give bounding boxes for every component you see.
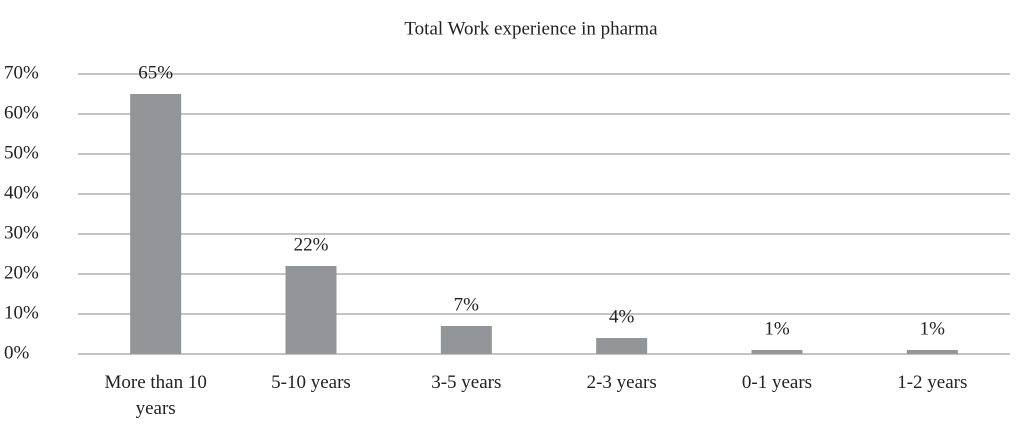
bar — [596, 338, 648, 354]
y-tick-label: 60% — [4, 102, 39, 123]
data-label: 7% — [454, 294, 480, 315]
bar — [751, 350, 803, 354]
y-tick-label: 40% — [4, 182, 39, 203]
x-tick-label-box: 3-5 years — [431, 372, 502, 393]
x-tick-label: 0-1 years — [741, 372, 813, 393]
x-tick-label-box: 1-2 years — [897, 372, 968, 393]
y-tick-label: 30% — [4, 222, 39, 243]
bar — [440, 326, 492, 354]
bar — [906, 350, 958, 354]
y-tick-label: 20% — [4, 262, 39, 283]
data-label: 65% — [138, 62, 173, 83]
data-label: 1% — [920, 318, 946, 339]
x-tick-label-box: 0-1 years — [741, 372, 813, 393]
x-tick-label: 1-2 years — [897, 372, 968, 393]
x-tick-label: More than 10 years — [104, 372, 207, 419]
data-label: 1% — [764, 318, 790, 339]
x-tick-label: 3-5 years — [431, 372, 502, 393]
x-tick-label-box: 5-10 years — [271, 372, 351, 393]
y-tick-label: 70% — [4, 62, 39, 83]
x-tick-label: 5-10 years — [271, 372, 351, 393]
x-tick-label-box: More than 10 years — [104, 372, 207, 419]
data-label: 4% — [609, 306, 635, 327]
y-tick-label: 50% — [4, 142, 39, 163]
x-tick-label: 2-3 years — [586, 372, 657, 393]
data-label: 22% — [294, 234, 329, 255]
chart-title: Total Work experience in pharma — [404, 18, 658, 39]
bar — [130, 94, 182, 354]
bar — [285, 266, 337, 354]
x-tick-label-box: 2-3 years — [586, 372, 657, 393]
y-tick-label: 10% — [4, 302, 39, 323]
y-tick-label: 0% — [4, 342, 30, 363]
